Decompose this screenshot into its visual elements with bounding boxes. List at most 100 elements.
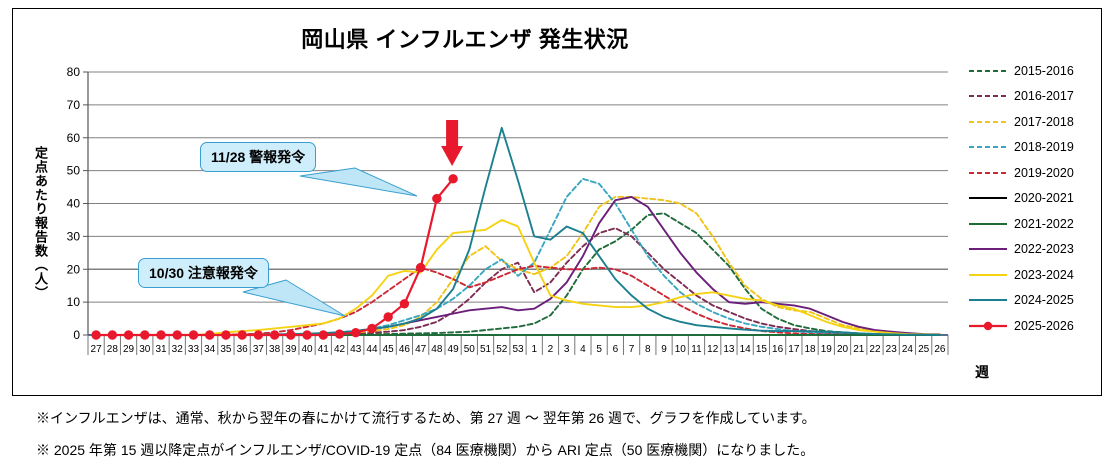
x-tick-label: 23 (886, 344, 898, 355)
x-tick-label: 14 (740, 344, 752, 355)
series-marker-2025-2026 (286, 330, 296, 340)
x-tick-label: 49 (448, 344, 460, 355)
x-tick-label: 38 (269, 344, 281, 355)
series-marker-2025-2026 (399, 299, 410, 309)
x-tick-label: 41 (318, 344, 330, 355)
series-marker-2025-2026 (204, 330, 215, 340)
legend-item-2022-2023[interactable]: 2022-2023 (968, 237, 1100, 263)
x-tick-label: 6 (613, 344, 619, 355)
legend-label: 2017-2018 (1014, 114, 1074, 129)
series-marker-2025-2026 (123, 330, 134, 340)
x-axis-title: 週 (975, 364, 989, 380)
arrow-shaft (446, 120, 459, 146)
legend-item-2018-2019[interactable]: 2018-2019 (968, 135, 1100, 161)
x-tick-label: 13 (723, 344, 735, 355)
y-tick-label: 70 (67, 98, 81, 112)
x-tick-label: 29 (123, 344, 135, 355)
x-tick-label: 17 (788, 344, 800, 355)
legend-item-2017-2018[interactable]: 2017-2018 (968, 109, 1100, 135)
x-tick-label: 9 (661, 344, 667, 355)
x-tick-label: 32 (172, 344, 184, 355)
x-tick-label: 19 (821, 344, 833, 355)
series-marker-2025-2026 (302, 330, 312, 340)
x-tick-label: 40 (301, 344, 313, 355)
page-title: 岡山県 インフルエンザ 発生状況 (301, 27, 629, 52)
x-tick-label: 12 (707, 344, 719, 355)
y-tick-label: 60 (67, 131, 81, 145)
y-tick-label: 0 (73, 328, 80, 342)
series-marker-2025-2026 (91, 330, 101, 340)
x-tick-label: 39 (285, 344, 297, 355)
legend-item-2023-2024[interactable]: 2023-2024 (968, 262, 1100, 288)
series-marker-2025-2026 (334, 329, 345, 339)
x-tick-label: 46 (399, 344, 411, 355)
legend-swatch-icon (968, 269, 1008, 281)
x-tick-label: 53 (512, 344, 524, 355)
x-tick-label: 51 (480, 344, 492, 355)
y-tick-label: 20 (67, 262, 81, 276)
x-tick-label: 4 (580, 344, 586, 355)
legend-item-2020-2021[interactable]: 2020-2021 (968, 186, 1100, 212)
x-tick-label: 21 (853, 344, 865, 355)
legend-item-2016-2017[interactable]: 2016-2017 (968, 84, 1100, 110)
footnotes: ※インフルエンザは、通常、秋から翌年の春にかけて流行するため、第 27 週 ～ … (36, 408, 1096, 472)
x-tick-label: 35 (220, 344, 232, 355)
legend-item-2025-2026[interactable]: 2025-2026 (968, 313, 1100, 339)
y-tick-label: 80 (67, 65, 81, 79)
legend-item-2019-2020[interactable]: 2019-2020 (968, 160, 1100, 186)
series-marker-2025-2026 (172, 330, 182, 340)
callout-advisory-declared: 10/30 注意報発令 (138, 258, 269, 288)
x-tick-label: 8 (645, 344, 651, 355)
current-week-arrow (441, 120, 464, 166)
legend-swatch-icon (968, 90, 1008, 102)
legend-swatch-icon (968, 116, 1008, 128)
arrow-head (441, 146, 464, 166)
series-line-2023-2024 (95, 218, 941, 336)
x-tick-label: 48 (431, 344, 443, 355)
legend-item-2015-2016[interactable]: 2015-2016 (968, 58, 1100, 84)
chart-legend: 2015-2016 2016-2017 2017-2018 2018-2019 2019… (968, 58, 1100, 339)
x-tick-label: 34 (204, 344, 216, 355)
series-marker-2025-2026 (318, 330, 328, 340)
legend-swatch-icon (968, 294, 1008, 306)
series-marker-2025-2026 (383, 312, 393, 322)
x-tick-label: 43 (350, 344, 362, 355)
x-tick-label: 3 (564, 344, 570, 355)
legend-label: 2025-2026 (1014, 318, 1074, 333)
y-tick-label: 40 (67, 197, 81, 211)
x-tick-label: 22 (869, 344, 881, 355)
legend-label: 2019-2020 (1014, 165, 1074, 180)
series-marker-2025-2026 (351, 327, 361, 338)
x-tick-label: 50 (464, 344, 476, 355)
x-tick-label: 25 (918, 344, 930, 355)
y-axis-title: 定点あたり報告数（人） (33, 146, 48, 300)
series-marker-2025-2026 (140, 330, 150, 340)
callout-warning-declared: 11/28 警報発令 (200, 142, 317, 172)
x-tick-label: 36 (237, 344, 249, 355)
x-tick-label: 33 (188, 344, 200, 355)
x-tick-label: 11 (691, 344, 702, 355)
series-marker-2025-2026 (448, 174, 458, 184)
legend-item-2021-2022[interactable]: 2021-2022 (968, 211, 1100, 237)
y-tick-label: 50 (67, 164, 81, 178)
legend-label: 2015-2016 (1014, 63, 1074, 78)
x-tick-label: 2 (548, 344, 554, 355)
legend-label: 2021-2022 (1014, 216, 1074, 231)
x-tick-label: 20 (837, 344, 849, 355)
series-marker-2025-2026 (269, 330, 280, 340)
x-tick-label: 7 (629, 344, 635, 355)
legend-label: 2020-2021 (1014, 191, 1074, 206)
legend-swatch-icon (968, 192, 1008, 204)
legend-label: 2016-2017 (1014, 89, 1074, 104)
legend-swatch-icon (968, 65, 1008, 77)
legend-item-2024-2025[interactable]: 2024-2025 (968, 288, 1100, 314)
series-marker-2025-2026 (221, 330, 231, 340)
legend-swatch-icon (968, 243, 1008, 255)
series-marker-2025-2026 (107, 330, 118, 340)
series-marker-2025-2026 (188, 330, 199, 340)
series-line-2025-2026 (95, 177, 455, 337)
series-marker-2025-2026 (253, 330, 264, 340)
x-tick-label: 42 (334, 344, 346, 355)
